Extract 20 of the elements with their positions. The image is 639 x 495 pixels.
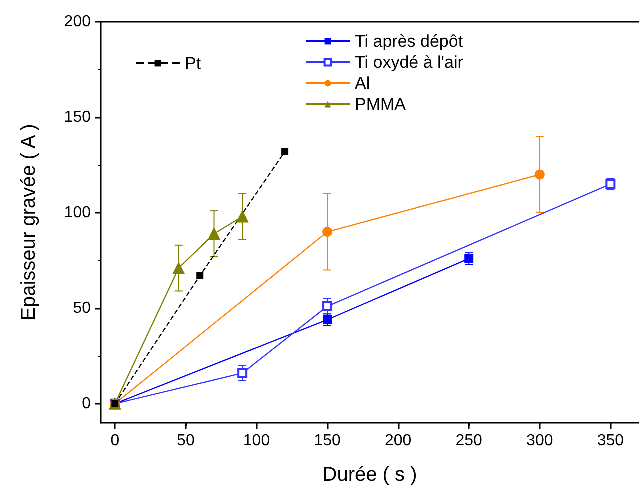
x-tick-label: 0 (110, 432, 120, 450)
x-axis-title: Durée ( s ) (322, 464, 418, 486)
y-tick-label: 0 (82, 395, 92, 412)
x-tick-label: 100 (243, 432, 270, 450)
x-tick-label: 250 (456, 432, 483, 450)
x-tick-label: 50 (177, 432, 195, 450)
y-tick-label: 200 (64, 14, 92, 30)
y-tick-label: 50 (73, 300, 92, 317)
y-tick-label: 150 (64, 108, 92, 126)
legend-label: Ti après dépôt (355, 32, 464, 51)
x-tick-label: 150 (314, 432, 341, 450)
x-tick-label: 350 (597, 432, 624, 450)
legend-label: Al (355, 74, 370, 93)
x-tick-label: 200 (384, 432, 412, 450)
x-tick-label: 300 (526, 432, 554, 450)
legend-label: Pt (185, 54, 202, 73)
legend-label: PMMA (355, 95, 407, 114)
y-tick-label: 100 (64, 204, 92, 222)
legend-label: Ti oxydé à l'air (355, 53, 464, 72)
y-axis-title: Epaisseur gravée ( A ) (18, 124, 40, 321)
